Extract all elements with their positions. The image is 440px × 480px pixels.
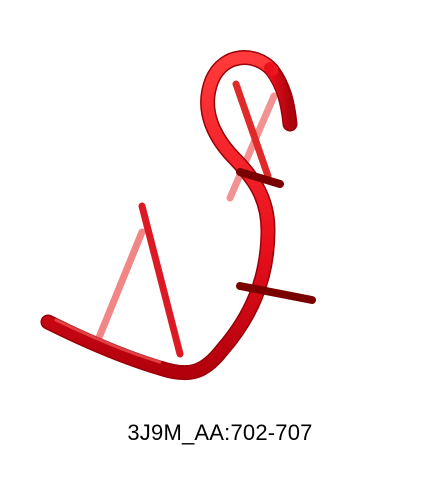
- backbone-tail-fade: [264, 62, 296, 130]
- backbone-shadow: [40, 50, 298, 381]
- front-base-rods: [138, 80, 316, 358]
- rna-cartoon-figure: [40, 50, 316, 381]
- base-rod-dark-upper: [236, 168, 284, 188]
- base-rod-back-left: [94, 228, 146, 344]
- backbone-highlight: [54, 318, 162, 364]
- back-base-rods: [94, 92, 278, 344]
- base-rod-back-upper: [226, 92, 278, 202]
- backbone-main: [42, 51, 278, 379]
- base-rod-middle: [138, 202, 184, 358]
- base-rod-dark-lower: [236, 282, 316, 304]
- base-rod-upper-loop: [232, 80, 272, 180]
- backbone-tube: [40, 50, 298, 381]
- structure-id-caption: 3J9M_AA:702-707: [127, 420, 313, 445]
